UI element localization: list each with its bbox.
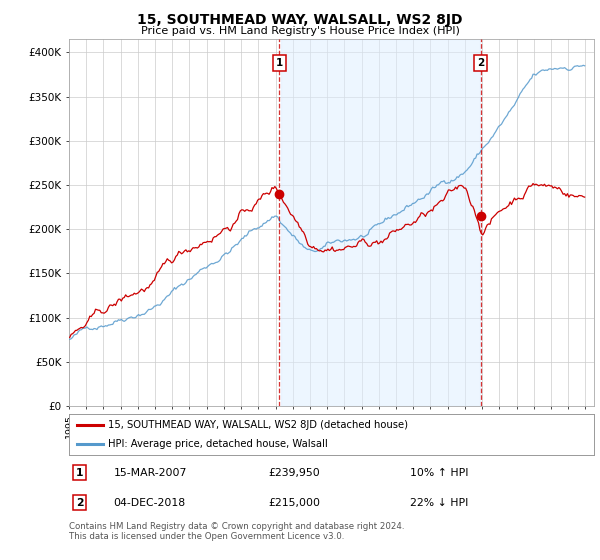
Text: 2: 2	[76, 498, 83, 508]
Text: 10% ↑ HPI: 10% ↑ HPI	[410, 468, 469, 478]
Text: 15, SOUTHMEAD WAY, WALSALL, WS2 8JD (detached house): 15, SOUTHMEAD WAY, WALSALL, WS2 8JD (det…	[109, 421, 409, 430]
Text: 15, SOUTHMEAD WAY, WALSALL, WS2 8JD: 15, SOUTHMEAD WAY, WALSALL, WS2 8JD	[137, 13, 463, 27]
Text: Contains HM Land Registry data © Crown copyright and database right 2024.
This d: Contains HM Land Registry data © Crown c…	[69, 522, 404, 542]
Text: 15-MAR-2007: 15-MAR-2007	[113, 468, 187, 478]
Text: £215,000: £215,000	[269, 498, 320, 508]
Text: £239,950: £239,950	[269, 468, 320, 478]
Text: 2: 2	[477, 58, 484, 68]
Text: 1: 1	[76, 468, 83, 478]
Text: 1: 1	[275, 58, 283, 68]
Text: 22% ↓ HPI: 22% ↓ HPI	[410, 498, 469, 508]
Text: Price paid vs. HM Land Registry's House Price Index (HPI): Price paid vs. HM Land Registry's House …	[140, 26, 460, 36]
Text: 04-DEC-2018: 04-DEC-2018	[113, 498, 186, 508]
Text: HPI: Average price, detached house, Walsall: HPI: Average price, detached house, Wals…	[109, 439, 328, 449]
